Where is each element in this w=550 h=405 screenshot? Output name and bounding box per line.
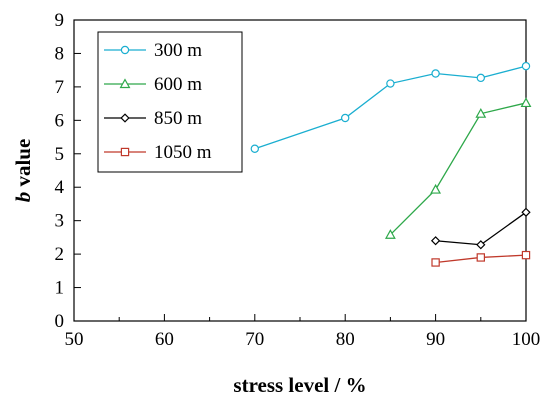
x-tick-label: 100 xyxy=(512,329,541,350)
data-point xyxy=(386,79,395,88)
x-tick-label: 90 xyxy=(426,329,445,350)
x-tick-label: 70 xyxy=(245,329,264,350)
legend-label: 850 m xyxy=(154,108,202,129)
series-4 xyxy=(431,250,531,267)
legend-marker xyxy=(119,78,131,89)
data-point xyxy=(520,97,532,108)
data-point xyxy=(476,73,485,83)
legend: 300 m 600 m 850 m 1050 m xyxy=(97,31,243,173)
data-point xyxy=(431,69,440,78)
ticks xyxy=(73,19,527,322)
legend-label: 300 m xyxy=(154,40,202,61)
legend-label: 1050 m xyxy=(154,142,212,163)
data-point xyxy=(384,229,396,239)
series-line xyxy=(254,65,527,150)
data-point xyxy=(341,113,350,123)
y-tick-label: 4 xyxy=(55,177,65,198)
legend-entry: 1050 m xyxy=(104,142,212,163)
data-point xyxy=(521,250,531,260)
y-axis-title-symbol: b xyxy=(11,192,35,203)
data-point xyxy=(476,253,486,262)
y-tick-label: 8 xyxy=(55,43,65,64)
x-tick-label: 60 xyxy=(155,329,174,350)
series-layer xyxy=(250,61,532,267)
legend-label: 600 m xyxy=(154,74,202,95)
y-tick-label: 9 xyxy=(55,10,65,31)
data-point xyxy=(430,183,442,194)
legend-entry: 600 m xyxy=(104,74,202,95)
tick-labels: 50 60 70 80 90 100 0 1 2 3 4 5 6 7 8 9 xyxy=(55,10,541,350)
y-tick-label: 1 xyxy=(55,278,65,299)
data-point xyxy=(431,258,440,267)
series-2 xyxy=(384,97,532,239)
series-line xyxy=(389,102,527,236)
series-1 xyxy=(250,61,531,153)
series-3 xyxy=(430,207,531,250)
y-axis-title: b value xyxy=(11,139,35,203)
x-axis-title: stress level / % xyxy=(233,373,366,397)
y-tick-label: 2 xyxy=(55,244,65,265)
legend-marker xyxy=(120,113,130,123)
x-tick-label: 50 xyxy=(65,329,84,350)
series-line xyxy=(435,211,527,246)
y-tick-label: 7 xyxy=(55,77,65,98)
y-tick-label: 3 xyxy=(55,211,65,232)
legend-marker xyxy=(120,147,130,157)
data-point xyxy=(476,240,486,250)
data-point xyxy=(475,108,487,118)
data-point xyxy=(521,61,531,71)
legend-entry: 850 m xyxy=(104,108,202,129)
y-tick-label: 5 xyxy=(55,144,65,165)
data-point xyxy=(250,144,259,153)
y-tick-label: 0 xyxy=(55,311,65,332)
legend-marker xyxy=(120,45,130,55)
y-tick-label: 6 xyxy=(55,110,65,131)
legend-entry: 300 m xyxy=(104,40,202,61)
x-tick-label: 80 xyxy=(336,329,355,350)
data-point xyxy=(521,207,531,217)
data-point xyxy=(430,236,441,246)
y-axis-title-text: value xyxy=(11,139,35,192)
